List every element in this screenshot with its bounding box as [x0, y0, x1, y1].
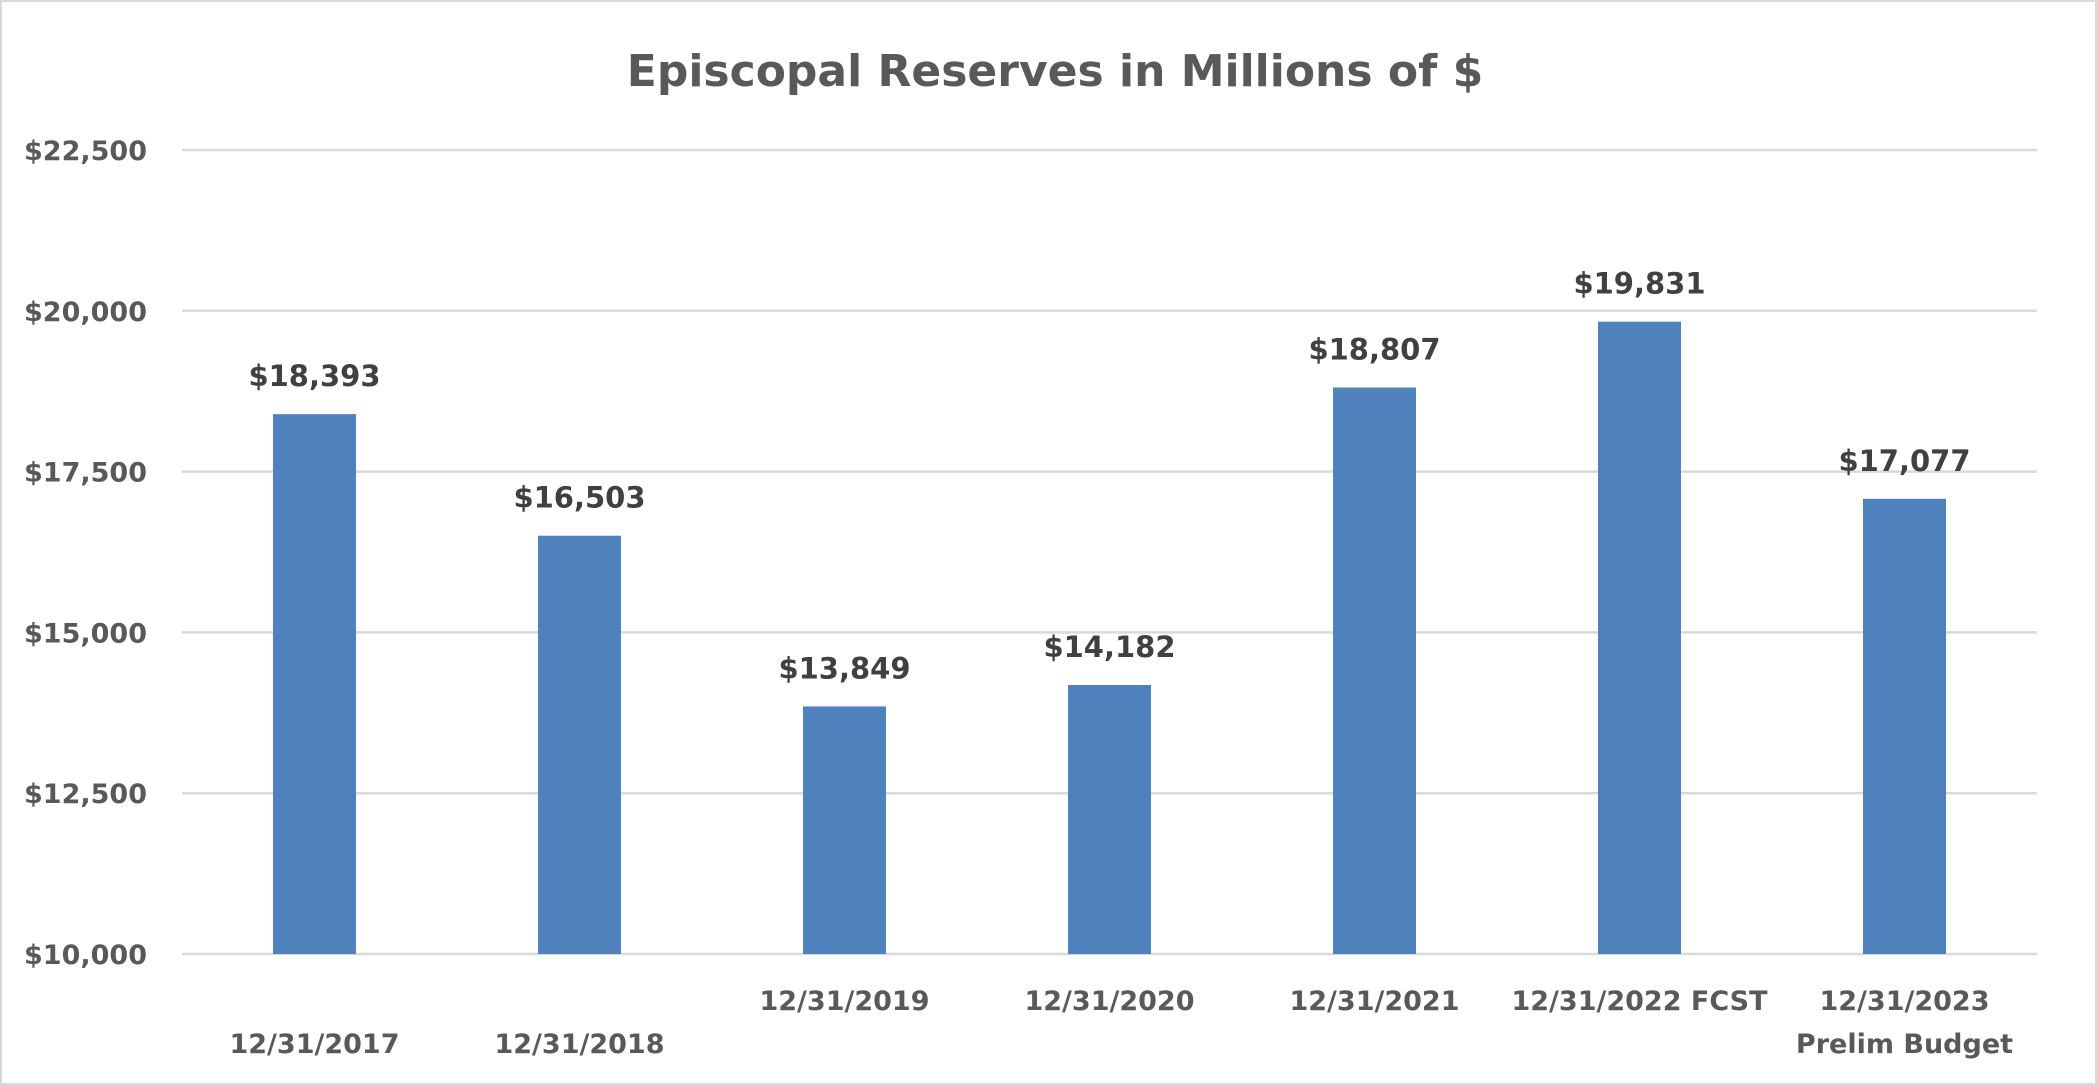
- data-label: $18,807: [1308, 333, 1440, 367]
- data-label: $13,849: [778, 651, 910, 685]
- x-tick-label: 12/31/2022 FCST: [1511, 986, 1768, 1017]
- x-tick-label: 12/31/2019: [759, 986, 929, 1017]
- bar: [1863, 498, 1946, 954]
- y-axis-tick-labels: $10,000 $12,500 $15,000 $17,500 $20,000 $22,5…: [24, 136, 147, 971]
- x-axis-tick-labels: 12/31/2017 12/31/2018 12/31/2019 12/31/2020…: [229, 986, 2013, 1060]
- y-tick-label: $12,500: [24, 779, 147, 810]
- x-tick-label: 12/31/2017: [229, 1029, 399, 1060]
- data-label: $19,831: [1573, 267, 1705, 301]
- y-tick-label: $22,500: [24, 136, 147, 167]
- bar: [803, 706, 886, 954]
- data-label: $16,503: [513, 481, 645, 515]
- x-tick-label: 12/31/2018: [494, 1029, 664, 1060]
- bar: [1333, 387, 1416, 954]
- bars: [273, 321, 1946, 955]
- data-label: $18,393: [248, 359, 380, 393]
- bar: [1068, 685, 1151, 954]
- data-label: $17,077: [1838, 444, 1970, 478]
- y-tick-label: $20,000: [24, 297, 147, 328]
- x-tick-label: 12/31/2020: [1024, 986, 1194, 1017]
- data-labels: $18,393 $16,503 $13,849 $14,182 $18,807 $19,8…: [248, 267, 1970, 686]
- bar: [538, 535, 621, 954]
- y-tick-label: $10,000: [24, 940, 147, 971]
- y-tick-label: $15,000: [24, 618, 147, 649]
- chart-title: Episcopal Reserves in Millions of $: [627, 46, 1483, 97]
- x-tick-label: 12/31/2021: [1289, 986, 1459, 1017]
- data-label: $14,182: [1043, 630, 1175, 664]
- x-tick-label: 12/31/2023: [1819, 986, 1989, 1017]
- bar: [273, 414, 356, 954]
- y-tick-label: $17,500: [24, 458, 147, 489]
- x-tick-label: Prelim Budget: [1796, 1029, 2013, 1060]
- gridlines: [182, 148, 2037, 956]
- bar: [1598, 321, 1681, 955]
